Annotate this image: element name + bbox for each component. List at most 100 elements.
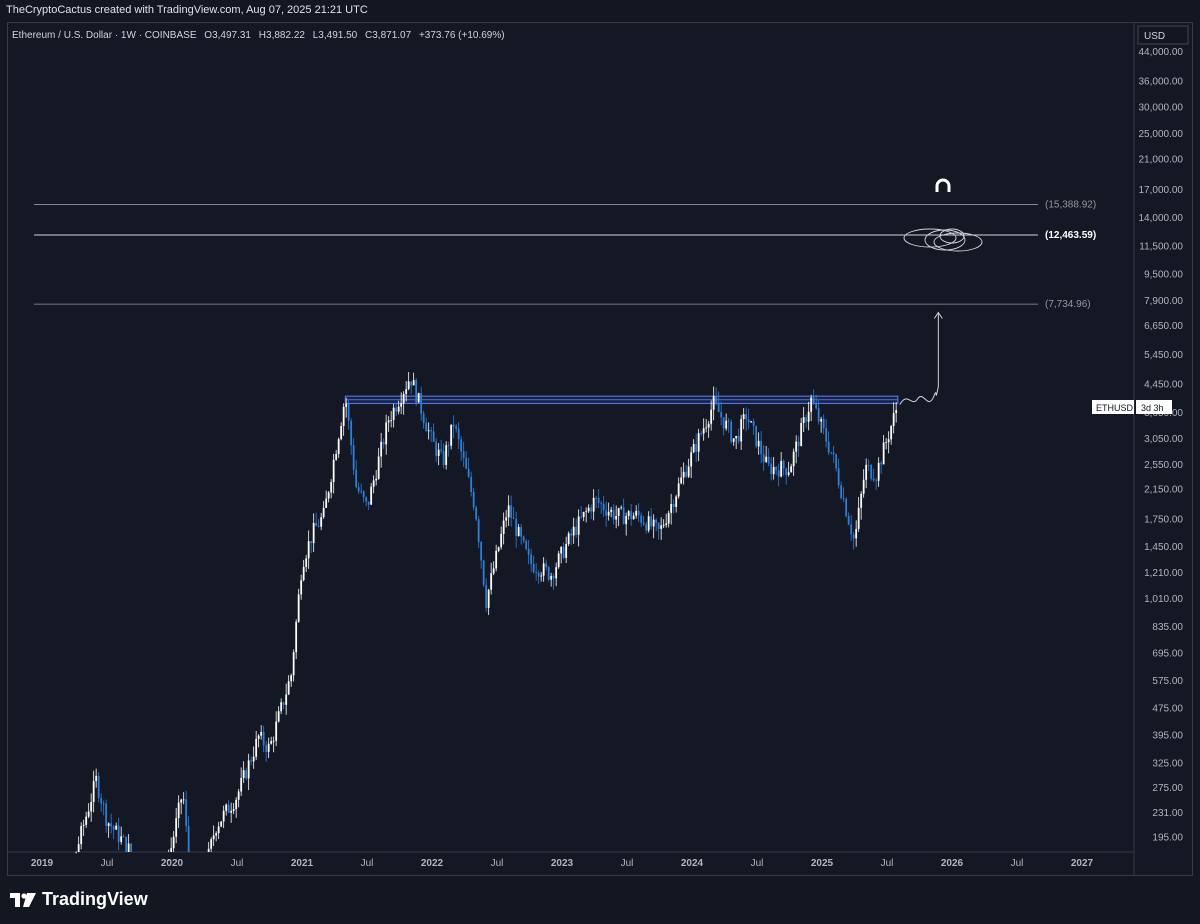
- candle-body: [695, 444, 698, 452]
- candle-body: [892, 413, 895, 427]
- candle-body: [830, 452, 833, 454]
- candle-body: [775, 467, 778, 471]
- candle-body: [890, 426, 893, 440]
- candle-body: [825, 428, 828, 442]
- candle-body: [342, 406, 345, 426]
- candle-body: [840, 485, 843, 499]
- candle-body: [542, 563, 545, 576]
- candle-body: [872, 478, 875, 481]
- tradingview-logo[interactable]: TradingView: [10, 889, 148, 910]
- candle-body: [177, 802, 180, 819]
- candle-body: [305, 558, 308, 567]
- candle-body: [590, 507, 593, 512]
- time-tick-label: Jul: [621, 858, 634, 869]
- candle-body: [442, 451, 445, 465]
- candle-body: [117, 825, 120, 842]
- candle-body: [390, 420, 393, 421]
- candle-body: [75, 852, 78, 854]
- candle-body: [580, 516, 583, 518]
- candle-body: [187, 826, 190, 852]
- candle-body: [455, 426, 458, 429]
- candle-body: [587, 507, 590, 512]
- candle-body: [635, 510, 638, 516]
- candle-body: [740, 419, 743, 442]
- footer: [0, 876, 1200, 924]
- candle-body: [267, 743, 270, 752]
- candle-body: [432, 431, 435, 442]
- candle-body: [312, 522, 315, 544]
- candle-body: [880, 462, 883, 465]
- candle-body: [90, 801, 93, 812]
- top-bar: TheCryptoCactus created with TradingView…: [0, 0, 1200, 22]
- price-tick-label: 575.00: [1152, 676, 1183, 687]
- candle-body: [622, 507, 625, 525]
- magnet-icon[interactable]: [935, 178, 951, 192]
- time-tick-label: 2019: [31, 858, 54, 869]
- candle-body: [595, 497, 598, 499]
- candle-body: [895, 410, 898, 414]
- candle-body: [670, 503, 673, 513]
- candle-body: [717, 402, 720, 413]
- candle-body: [515, 518, 518, 536]
- price-tick-label: 44,000.00: [1139, 47, 1184, 58]
- legend-symbol: Ethereum / U.S. Dollar · 1W · COINBASE: [12, 30, 197, 41]
- candle-body: [592, 497, 595, 512]
- candle-body: [632, 515, 635, 520]
- chart-frame[interactable]: [7, 22, 1193, 876]
- currency-box[interactable]: [1137, 25, 1189, 45]
- price-tick-label: 25,000.00: [1139, 129, 1184, 140]
- candle-body: [320, 517, 323, 527]
- candle-body: [812, 397, 815, 404]
- price-tick-label: 475.00: [1152, 704, 1183, 715]
- candle-body: [310, 541, 313, 544]
- time-tick-label: 2027: [1071, 858, 1094, 869]
- candle-body: [337, 439, 340, 454]
- candle-body: [360, 491, 363, 493]
- legend-change: +373.76 (+10.69%): [419, 30, 505, 41]
- candle-body: [772, 467, 775, 475]
- candle-body: [570, 533, 573, 536]
- candle-body: [345, 403, 348, 407]
- candle-body: [407, 381, 410, 390]
- candle-body: [97, 775, 100, 798]
- candle-body: [577, 516, 580, 535]
- candle-body: [795, 441, 798, 452]
- candle-body: [347, 403, 350, 421]
- legend-close: 3,871.07: [372, 30, 411, 41]
- candle-body: [315, 522, 318, 527]
- tradingview-logo-text: TradingView: [42, 889, 148, 909]
- projection-path: [899, 311, 943, 405]
- candle-body: [560, 546, 563, 554]
- time-tick-label: Jul: [751, 858, 764, 869]
- candle-body: [725, 420, 728, 429]
- candle-body: [832, 452, 835, 455]
- candle-body: [237, 791, 240, 800]
- candle-body: [375, 478, 378, 481]
- candle-body: [687, 466, 690, 477]
- candle-body: [860, 493, 863, 508]
- candle-body: [665, 523, 668, 526]
- candle-body: [782, 460, 785, 469]
- candle-body: [567, 533, 570, 544]
- candle-body: [737, 436, 740, 442]
- candle-body: [110, 823, 113, 827]
- candle-body: [527, 549, 530, 555]
- price-tick-label: 36,000.00: [1139, 76, 1184, 87]
- target-level-label: (15,388.92): [1045, 199, 1096, 210]
- price-tick-label: 275.00: [1152, 783, 1183, 794]
- candle-body: [215, 833, 218, 836]
- candle-body: [615, 515, 618, 520]
- candle-body: [630, 511, 633, 520]
- candle-body: [452, 424, 455, 427]
- candle-body: [317, 526, 320, 527]
- candle-body: [400, 403, 403, 407]
- time-tick-label: 2020: [161, 858, 184, 869]
- candle-body: [435, 441, 438, 456]
- candle-body: [242, 770, 245, 779]
- price-tick-label: 30,000.00: [1139, 103, 1184, 114]
- candle-body: [447, 445, 450, 446]
- candle-body: [227, 804, 230, 813]
- candle-body: [80, 825, 83, 845]
- target-level-label: (7,734.96): [1045, 299, 1091, 310]
